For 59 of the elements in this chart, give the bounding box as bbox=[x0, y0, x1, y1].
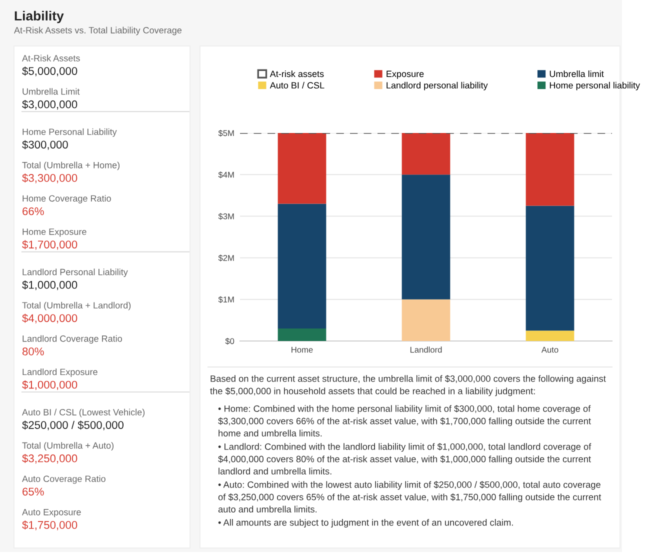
bar bbox=[402, 299, 450, 341]
text: $4,000,000 bbox=[22, 314, 78, 324]
y-tick-label: $0 bbox=[225, 338, 234, 345]
bar bbox=[526, 330, 574, 341]
text: Landlord Coverage Ratio bbox=[22, 335, 122, 344]
text: • Auto: Combined with the lowest auto liability limit of $250,000 / $500,000, total auto coverage of $3,250,000 covers 65% of the at-risk asset value, with $1,750,000 falling outside the current auto and umbrella limits. bbox=[218, 481, 602, 512]
text: Auto Coverage Ratio bbox=[22, 475, 106, 484]
text: $3,000,000 bbox=[22, 100, 78, 110]
text: $5,000,000 bbox=[22, 66, 78, 76]
bar bbox=[402, 174, 450, 300]
text: $3,250,000 bbox=[22, 454, 78, 464]
bar bbox=[278, 328, 326, 341]
text: 66% bbox=[22, 207, 44, 216]
text: • All amounts are subject to judgment in the event of an uncovered claim. bbox=[218, 519, 513, 528]
text: 65% bbox=[22, 488, 44, 496]
text: At-Risk Assets bbox=[22, 54, 80, 62]
x-tick-label: Home bbox=[292, 346, 313, 353]
y-tick-label: $2M bbox=[218, 254, 234, 262]
text: Liability bbox=[14, 10, 64, 24]
legend-label: Exposure bbox=[386, 70, 424, 79]
text: At-Risk Assets vs. Total Liability Coverage bbox=[14, 26, 182, 36]
bar bbox=[278, 133, 326, 204]
text: Auto Exposure bbox=[22, 509, 81, 518]
text: $1,000,000 bbox=[22, 380, 78, 390]
text: $250,000 / $500,000 bbox=[22, 420, 124, 430]
legend-label: Auto BI / CSL bbox=[270, 82, 324, 89]
y-tick-label: $4M bbox=[218, 171, 234, 178]
text: $300,000 bbox=[22, 140, 68, 150]
text: Total (Umbrella + Home) bbox=[22, 162, 120, 170]
text: Based on the current asset structure, the umbrella limit of $3,000,000 covers the following against the $5,000,000 in household assets that could be reached in a liability judgment: bbox=[210, 375, 606, 396]
legend-label: At-risk assets bbox=[270, 70, 324, 78]
text: • Home: Combined with the home personal liability limit of $300,000, total home coverage of $3,300,000 covers 66% of the at-risk asset value, with $1,700,000 falling outside the current home and umbrella limits. bbox=[218, 405, 591, 436]
text: 80% bbox=[22, 348, 44, 356]
legend-label: Landlord personal liability bbox=[386, 82, 488, 90]
text: Home Exposure bbox=[22, 228, 86, 237]
y-tick-label: $1M bbox=[218, 296, 234, 303]
text: Home Personal Liability bbox=[22, 128, 117, 137]
text: Total (Umbrella + Landlord) bbox=[22, 302, 131, 310]
text: Umbrella Limit bbox=[22, 88, 80, 95]
bar bbox=[526, 206, 574, 331]
text: Home Coverage Ratio bbox=[22, 194, 111, 204]
bar bbox=[278, 204, 326, 329]
text: Landlord Personal Liability bbox=[22, 268, 128, 278]
text: Total (Umbrella + Auto) bbox=[22, 442, 114, 451]
text: $1,700,000 bbox=[22, 240, 78, 250]
y-tick-label: $3M bbox=[218, 213, 234, 220]
text: $3,300,000 bbox=[22, 174, 78, 184]
bar bbox=[402, 133, 450, 175]
text: • Landlord: Combined with the landlord liability limit of $1,000,000, total landlord coverage of $4,000,000 covers 80% of the at-risk asset value, with $1,000,000 falling outside the current landlord and umbrella limits. bbox=[218, 443, 592, 474]
bar bbox=[526, 133, 574, 206]
y-tick-label: $5M bbox=[218, 130, 234, 137]
text: $1,000,000 bbox=[22, 280, 78, 290]
legend-label: Home personal liability bbox=[550, 82, 640, 90]
legend-label: Umbrella limit bbox=[550, 70, 604, 78]
text: Auto BI / CSL (Lowest Vehicle) bbox=[22, 408, 145, 418]
text: $1,750,000 bbox=[22, 520, 78, 530]
x-tick-label: Auto bbox=[541, 346, 558, 353]
text: Landlord Exposure bbox=[22, 368, 98, 377]
x-tick-label: Landlord bbox=[410, 346, 442, 353]
